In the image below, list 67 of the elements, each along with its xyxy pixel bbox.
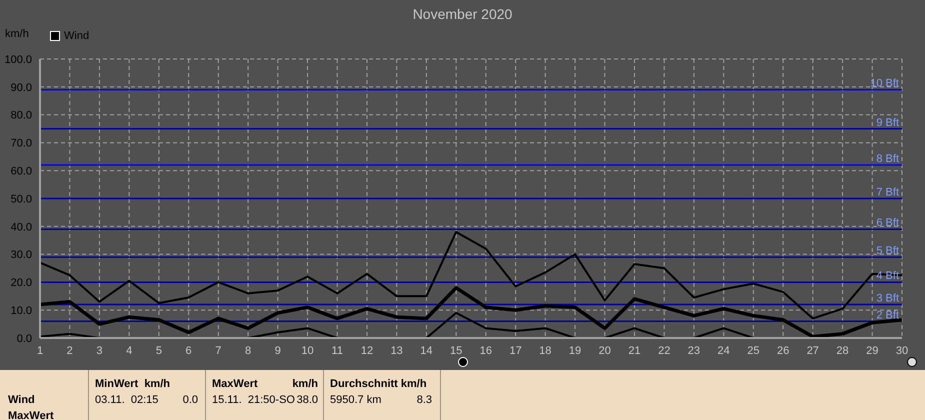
x-tick-label: 18 (539, 344, 552, 357)
y-tick-label: 50.0 (10, 193, 32, 206)
x-tick-label: 25 (747, 344, 760, 357)
x-tick-label: 3 (96, 344, 103, 357)
text: 38.0 (296, 394, 318, 406)
x-tick-label: 11 (332, 344, 343, 357)
text: Wind (8, 394, 35, 406)
x-tick-label: 17 (509, 344, 522, 357)
x-tick-label: 15 (450, 344, 462, 357)
y-tick-label: 60.0 (10, 166, 32, 178)
x-tick-label: 1 (36, 344, 44, 357)
x-tick-label: 4 (126, 344, 132, 357)
text: km/h (292, 378, 318, 390)
x-tick-label: 5 (156, 344, 162, 357)
x-tick-label: 16 (480, 344, 492, 357)
x-tick-label: 8 (245, 344, 252, 357)
x-tick-label: 23 (688, 344, 700, 357)
x-tick-label: 29 (866, 344, 878, 357)
y-tick-label: 40.0 (10, 221, 32, 234)
x-tick-label: 20 (598, 344, 611, 357)
y-tick-label: 20.0 (10, 277, 32, 290)
x-tick-label: 30 (896, 344, 908, 357)
ref-line-label: 3 Bft (876, 292, 899, 305)
y-tick-label: 30.0 (10, 249, 32, 262)
y-tick-label: 80.0 (10, 110, 32, 122)
text: MaxWert (8, 410, 54, 420)
x-tick-label: 19 (568, 344, 582, 357)
ref-line-label: 10 Bft (870, 78, 899, 90)
y-tick-label: 70.0 (10, 138, 32, 150)
x-tick-label: 2 (66, 344, 73, 357)
ref-line-label: 5 Bft (876, 245, 899, 258)
ref-line-label: 4 Bft (876, 270, 899, 282)
text: MinWert (95, 378, 138, 390)
x-tick-label: 22 (658, 344, 670, 357)
x-tick-label: 21 (628, 344, 641, 357)
y-tick-label: 0.0 (16, 332, 32, 345)
text: Durchschnitt km/h (330, 378, 427, 390)
x-tick-label: 10 (301, 344, 314, 357)
x-tick-label: 24 (718, 344, 730, 357)
x-tick-label: 26 (776, 344, 790, 357)
text: 5950.7 km (330, 394, 382, 406)
legend-label: Wind (63, 30, 90, 42)
line-series (40, 230, 902, 320)
ref-line-label: 9 Bft (876, 116, 899, 129)
chart-title: November 2020 (412, 6, 514, 22)
x-tick-label: 7 (215, 344, 222, 357)
y-tick-label: 100.0 (4, 54, 32, 66)
text: km/h (144, 378, 170, 390)
y-tick-label: 90.0 (10, 82, 32, 94)
x-tick-label: 6 (186, 344, 192, 357)
ref-line-label: 8 Bft (876, 153, 899, 166)
ref-line-label: 6 Bft (876, 217, 899, 230)
text: 15.11. 21:50-SO (212, 394, 295, 406)
x-tick-label: 9 (274, 344, 281, 357)
x-tick-label: 28 (836, 344, 849, 357)
ref-line-label: 7 Bft (876, 186, 899, 198)
text: 0.0 (182, 394, 198, 406)
x-tick-label: 13 (390, 344, 403, 357)
text: 03.11. 02:15 (95, 394, 158, 406)
x-tick-label: 27 (806, 344, 819, 357)
y-axis-title: km/h (5, 28, 29, 40)
text: MaxWert (212, 378, 258, 390)
y-tick-label: 10.0 (10, 305, 32, 318)
x-tick-label: 12 (360, 344, 374, 357)
ref-line-label: 2 Bft (876, 309, 899, 322)
text: 8.3 (416, 394, 432, 406)
x-tick-label: 14 (420, 344, 433, 357)
